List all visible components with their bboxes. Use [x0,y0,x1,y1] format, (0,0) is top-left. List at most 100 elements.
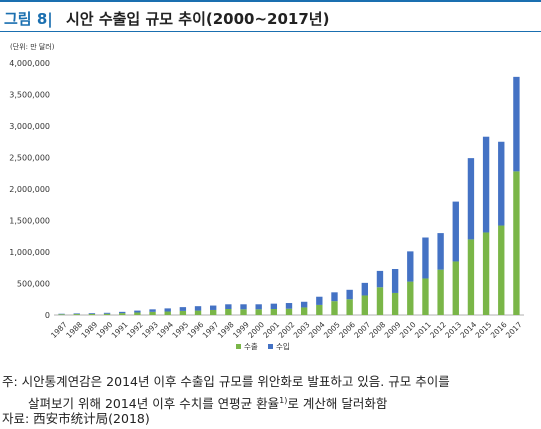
x-tick-label: 1993 [140,320,160,340]
bar-segment [316,304,323,315]
source-line: 자료: 西安市统计局(2018) [2,411,150,426]
bar-segment [498,225,505,315]
y-tick-label: 3,000,000 [9,122,50,131]
bar-segment [482,232,490,315]
note-line-2-tail: 로 계산해 달러화함 [287,396,388,412]
x-tick-label: 2001 [261,320,281,340]
bar-segment [240,309,247,315]
x-tick-label: 2013 [443,320,463,340]
bar-segment [361,295,368,315]
x-tick-label: 1998 [216,320,236,340]
bar-segment [498,141,505,226]
bar-segment [103,313,111,315]
y-tick-label: 2,500,000 [9,154,50,163]
bar-segment [376,270,384,288]
bar-segment [210,305,217,310]
x-tick-label: 1997 [201,320,221,340]
bar-segment [88,313,96,315]
bar-segment [58,313,65,315]
bar-segment [391,269,399,293]
bar-segment [119,313,126,315]
bar-segment [331,301,338,315]
bar-segment [437,233,444,270]
bar-segment [73,313,80,315]
bar-segment [164,311,171,315]
bar-segment [179,310,187,315]
bar-segment [88,313,96,314]
figure-label: 그림 8| [4,10,53,28]
bar-segment [452,201,459,262]
bar-segment [225,304,232,310]
x-tick-label: 2006 [337,320,357,340]
figure-title-bar: 그림 8| 시안 수출입 규모 추이(2000~2017년) [0,0,541,32]
bar-segment [407,251,414,282]
stacked-bar-chart: 0 500,000 1,000,000 1,500,000 2,000,000 2,500… [9,59,524,351]
x-tick-label: 1991 [110,320,130,340]
bar-segment [391,292,399,315]
x-tick-label: 2003 [292,320,312,340]
x-tick-label: 2017 [504,320,524,340]
bar-segment [179,307,187,311]
y-tick-label: 500,000 [17,280,50,289]
bar-segment [437,269,444,315]
x-tick-label: 2005 [322,320,342,340]
x-tick-label: 2004 [307,320,327,340]
x-tick-label: 1989 [79,320,99,340]
bar-segment [300,307,308,315]
x-tick-label: 2000 [246,320,266,340]
bar-segment [361,282,368,296]
x-tick-label: 2009 [383,320,403,340]
legend-label: 수출 [244,341,258,351]
bar-segment [467,239,475,315]
bar-segment [149,311,156,315]
figure-title: 시안 수출입 규모 추이(2000~2017년) [66,10,330,28]
bar-segment [225,309,232,315]
x-tick-label: 2016 [489,320,509,340]
bar-segment [210,309,217,315]
y-tick-label: 4,000,000 [9,59,50,68]
bar-segment [270,309,278,315]
x-tick-label: 2002 [277,320,297,340]
bar-segment [164,308,171,312]
bar-segment [194,306,202,311]
y-tick-label: 1,500,000 [9,217,50,226]
x-tick-label: 2008 [367,320,387,340]
bar-segment [134,310,141,313]
bar-segment [346,299,353,315]
y-tick-label: 0 [45,311,50,320]
y-tick-label: 1,000,000 [9,248,50,257]
x-tick-label: 1999 [231,320,251,340]
x-tick-label: 2010 [398,320,418,340]
x-tick-label: 1988 [64,320,84,340]
note-line-1: 주: 시안통계연감은 2014년 이후 수출입 규모를 위안화로 발표하고 있음… [2,374,450,389]
x-tick-label: 1987 [49,320,69,340]
note-line-2-text: 살펴보기 위해 2014년 이후 수치를 연평균 환율 [28,396,280,412]
bar-segment [255,309,262,315]
legend-label: 수입 [276,342,290,351]
x-tick-label: 2011 [413,320,433,340]
bar-segment [331,292,338,302]
x-tick-label: 1994 [155,320,175,340]
note-footnote-marker: 1) [279,396,288,405]
bar-segment [103,312,111,314]
x-tick-label: 1990 [95,320,115,340]
bar-segment [149,309,156,312]
bar-segment [285,308,293,315]
y-tick-label: 3,500,000 [9,91,50,100]
bar-segment [422,237,429,279]
x-tick-label: 2014 [458,320,478,340]
y-tick-label: 2,000,000 [9,185,50,194]
note-line-2: 살펴보기 위해 2014년 이후 수치를 연평균 환율1)로 계산해 달러화함 [28,391,387,413]
bar-segment [513,171,520,315]
bar-segment [407,281,414,315]
bar-segment [58,314,65,315]
bar-segment [467,158,475,240]
x-tick-label: 2012 [428,320,448,340]
bar-segment [422,278,429,315]
bar-segment [240,304,247,310]
bar-segment [73,314,80,315]
legend-swatch [268,344,273,349]
bar-segment [513,76,520,172]
x-tick-label: 1996 [186,320,206,340]
bar-segment [300,301,308,308]
